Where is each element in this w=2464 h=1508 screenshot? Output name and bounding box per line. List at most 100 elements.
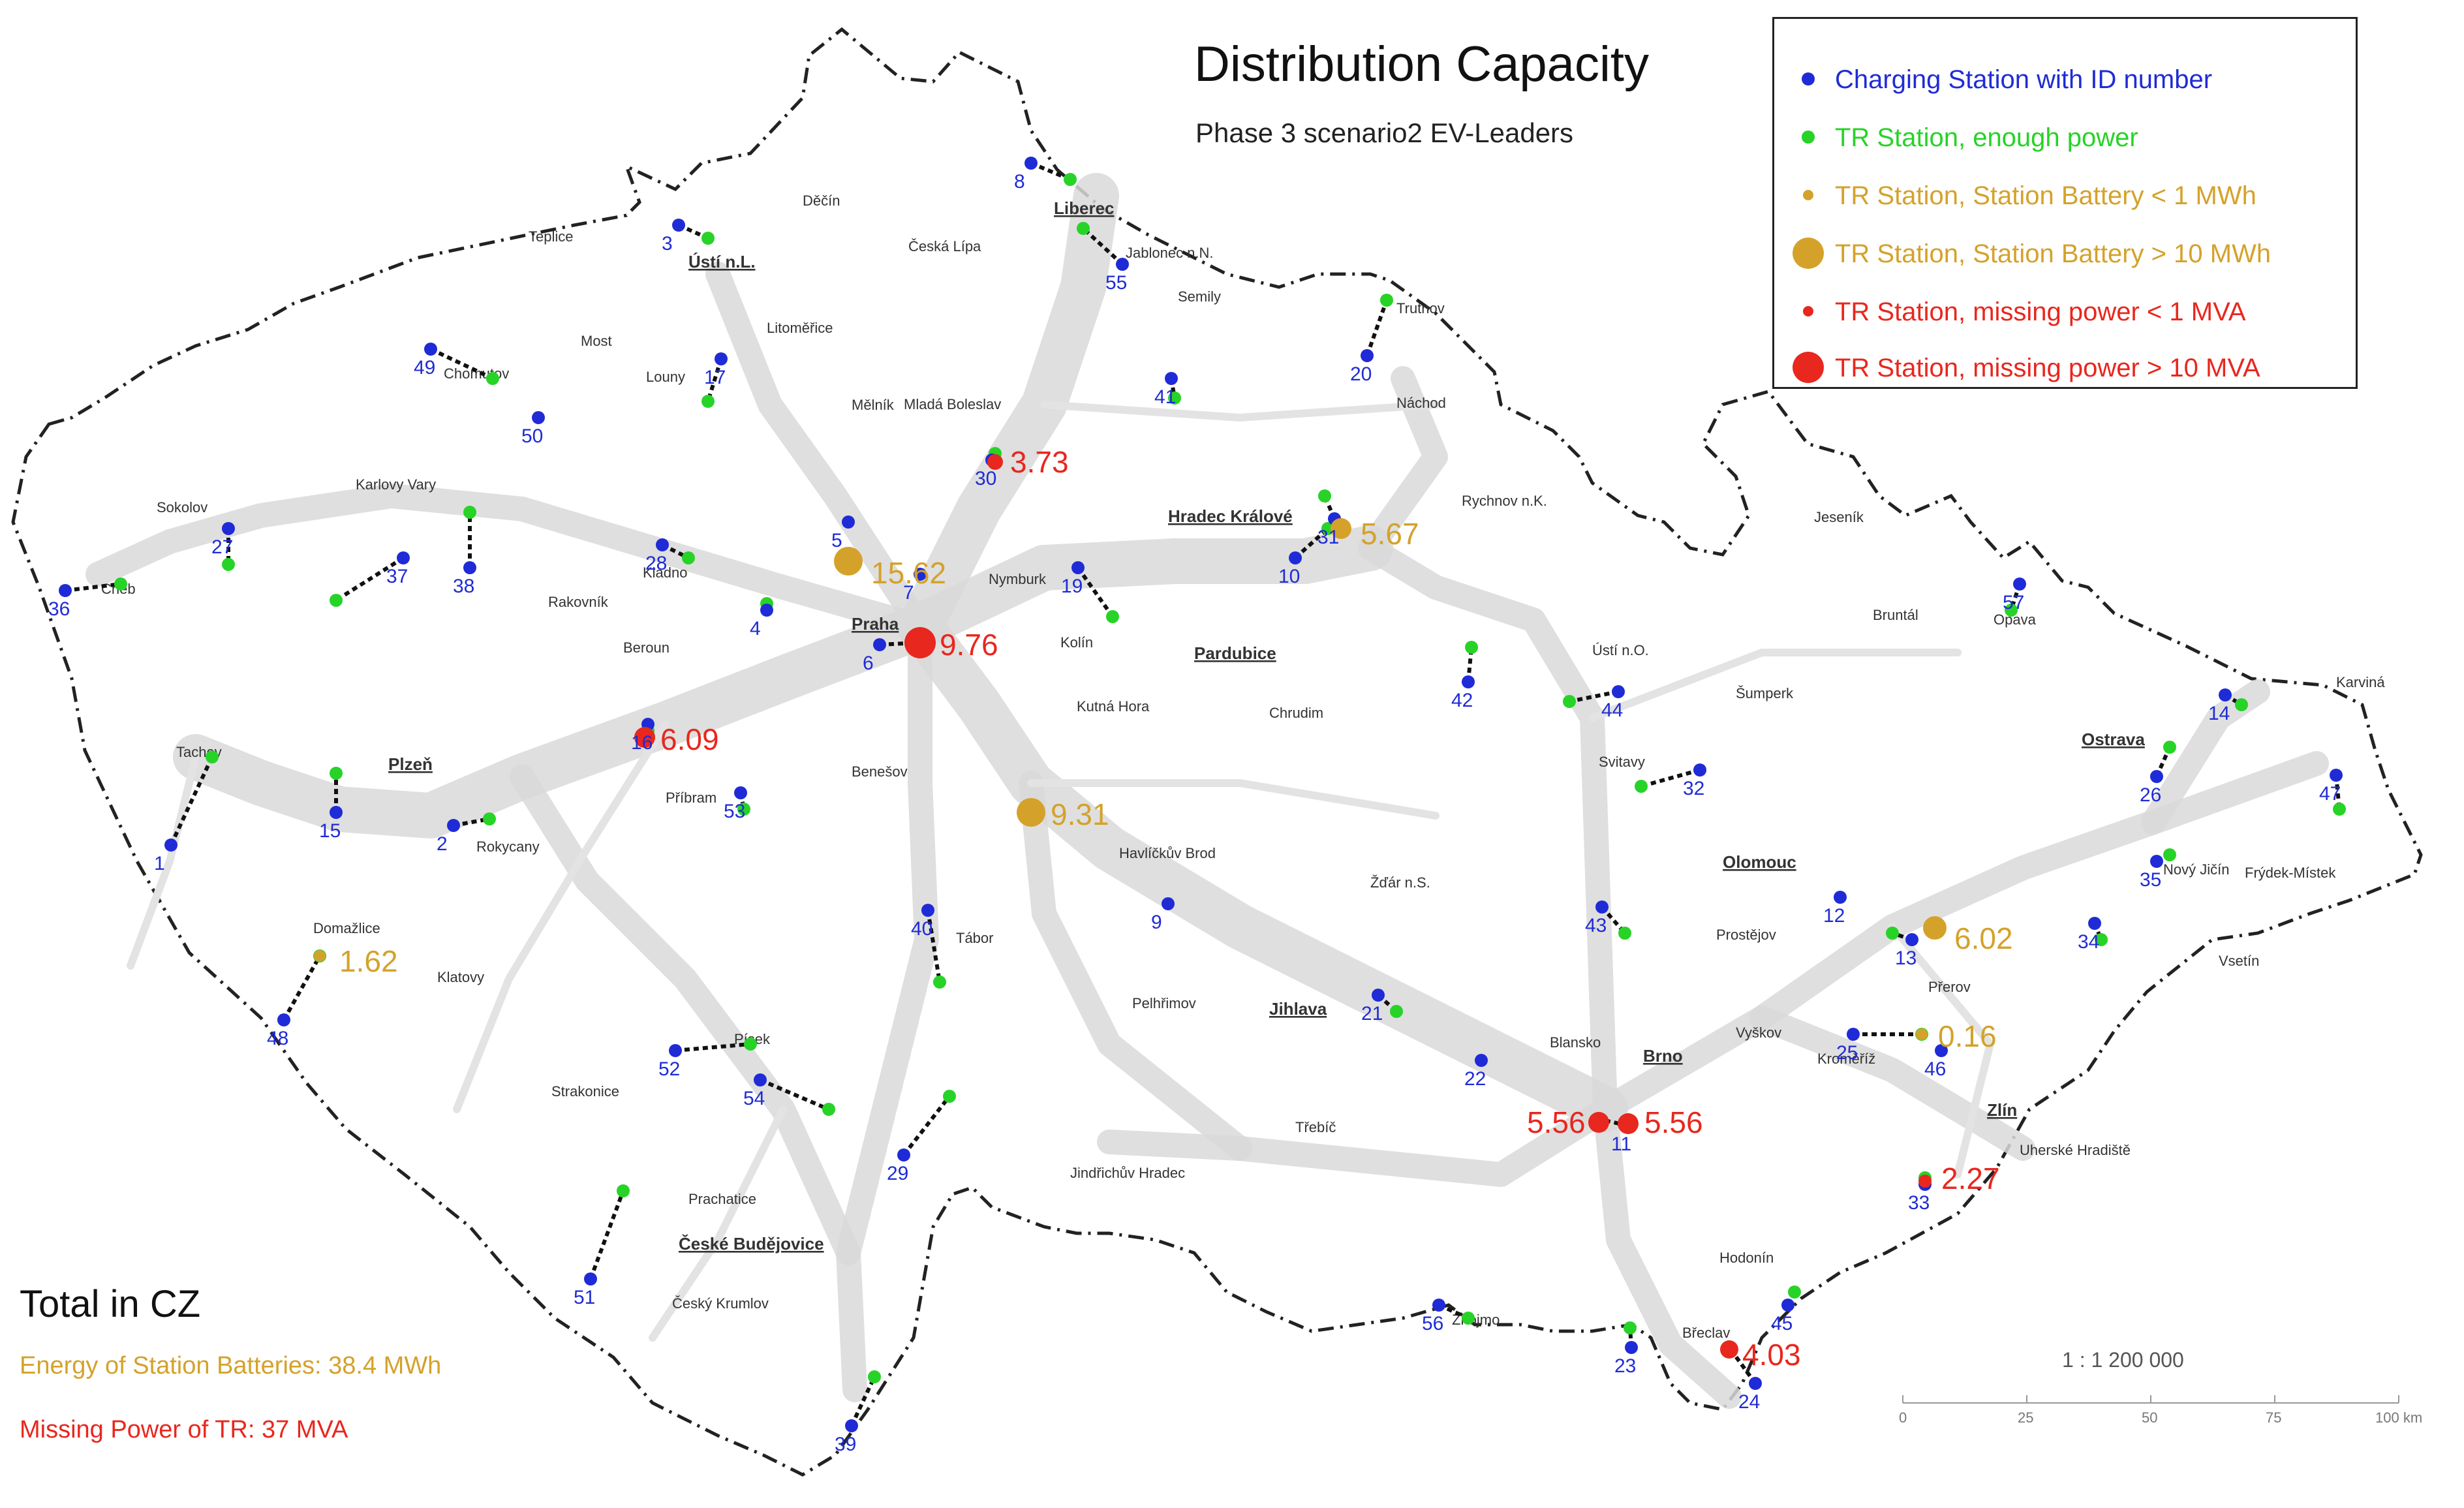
charging-station-marker[interactable] — [1116, 258, 1129, 271]
legend-label: TR Station, missing power > 10 MVA — [1835, 354, 2260, 382]
charging-station-marker[interactable] — [1372, 989, 1385, 1002]
charging-station-marker[interactable] — [1612, 685, 1625, 698]
charging-station-marker[interactable] — [59, 584, 72, 597]
road-corridor — [510, 764, 861, 1265]
charging-station-marker[interactable] — [914, 568, 927, 581]
charging-station-marker[interactable] — [2330, 769, 2343, 782]
charging-station-marker[interactable] — [1071, 561, 1085, 574]
charging-station-marker[interactable] — [447, 819, 460, 832]
tr-station-marker — [2163, 848, 2176, 861]
charging-station-marker[interactable] — [734, 786, 747, 799]
legend-item-missing-small: TR Station, missing power < 1 MVA — [1774, 289, 2356, 335]
scale-tick: 100 km — [2375, 1409, 2423, 1426]
missing-power-tr-marker[interactable] — [904, 627, 936, 658]
charging-station-marker[interactable] — [1361, 349, 1374, 362]
charging-station-marker[interactable] — [897, 1148, 910, 1162]
charging-station-marker[interactable] — [277, 1013, 290, 1026]
charging-station-id: 24 — [1738, 1391, 1760, 1413]
station-labels: 1234567891011121314151617192021222324252… — [48, 171, 2341, 1455]
charging-station-id: 53 — [724, 801, 745, 822]
charging-station-marker[interactable] — [330, 806, 343, 819]
city-label: Pelhřimov — [1132, 995, 1196, 1011]
charging-station-marker[interactable] — [845, 1419, 858, 1432]
tr-station-marker — [744, 1038, 757, 1051]
tr-value-label: 15.62 — [871, 556, 946, 590]
charging-station-marker[interactable] — [424, 343, 437, 356]
border-line — [11, 27, 2423, 1477]
charging-station-marker[interactable] — [1595, 900, 1609, 914]
battery-tr-marker[interactable] — [834, 547, 863, 576]
city-label: Havlíčkův Brod — [1119, 845, 1216, 861]
charging-station-marker[interactable] — [164, 839, 177, 852]
tr-station-marker — [943, 1090, 956, 1103]
tr-station-marker — [206, 750, 219, 763]
charging-station-marker[interactable] — [463, 561, 476, 574]
charging-station-marker[interactable] — [715, 352, 728, 365]
charging-station-marker[interactable] — [669, 1044, 682, 1057]
city-label: Hodonín — [1719, 1250, 1774, 1266]
charging-station-marker[interactable] — [584, 1272, 597, 1285]
charging-station-marker[interactable] — [532, 411, 545, 424]
charging-station-marker[interactable] — [1693, 763, 1706, 777]
charging-station-marker[interactable] — [2013, 577, 2026, 591]
charging-station-marker[interactable] — [1475, 1054, 1488, 1067]
missing-power-tr-marker[interactable] — [987, 454, 1003, 470]
battery-tr-marker[interactable] — [1916, 1028, 1928, 1040]
charging-station-marker[interactable] — [873, 638, 886, 651]
charging-station-marker[interactable] — [1935, 1044, 1948, 1057]
charging-station-marker[interactable] — [2088, 917, 2101, 930]
tr-value-label: 6.09 — [660, 722, 719, 756]
city-label: Přerov — [1928, 979, 1971, 995]
charging-station-marker[interactable] — [2150, 855, 2163, 868]
missing-power-tr-marker[interactable] — [1618, 1113, 1639, 1134]
charging-station-marker[interactable] — [1432, 1299, 1445, 1312]
battery-tr-marker[interactable] — [1017, 798, 1045, 827]
legend-label: TR Station, missing power < 1 MVA — [1835, 298, 2246, 326]
charging-station-marker[interactable] — [1781, 1299, 1794, 1312]
battery-tr-marker[interactable] — [314, 950, 326, 962]
charging-station-marker[interactable] — [397, 551, 410, 564]
missing-power-tr-marker[interactable] — [1720, 1340, 1738, 1359]
charging-station-marker[interactable] — [842, 515, 855, 529]
charging-station-marker[interactable] — [1024, 157, 1038, 170]
charging-station-id: 23 — [1614, 1355, 1636, 1377]
charging-station-id: 29 — [887, 1163, 908, 1184]
charging-station-marker[interactable] — [1625, 1341, 1638, 1354]
charging-station-marker[interactable] — [222, 522, 235, 535]
minor-road — [1040, 401, 1440, 422]
charging-station-marker[interactable] — [1847, 1028, 1860, 1041]
city-label: Strakonice — [551, 1083, 619, 1100]
scale-tick: 75 — [2266, 1409, 2282, 1426]
tr-station-marker — [1168, 392, 1181, 405]
city-label: Chrudim — [1269, 705, 1323, 721]
tr-station-marker — [2005, 604, 2018, 617]
missing-power-tr-marker[interactable] — [1918, 1175, 1932, 1188]
charging-station-marker[interactable] — [2150, 770, 2163, 783]
tr-station-marker — [1077, 222, 1090, 235]
charging-station-marker[interactable] — [2219, 688, 2232, 701]
station-markers — [59, 157, 2346, 1432]
city-label: Šumperk — [1736, 685, 1794, 701]
tr-station-marker — [701, 232, 715, 245]
charging-station-marker[interactable] — [921, 904, 934, 917]
missing-power-tr-marker[interactable] — [634, 727, 655, 748]
road-corridor — [705, 262, 932, 639]
charging-station-marker[interactable] — [1834, 891, 1847, 904]
charging-station-marker[interactable] — [1289, 551, 1302, 564]
battery-tr-marker[interactable] — [1923, 916, 1947, 940]
missing-power-tr-marker[interactable] — [1588, 1112, 1609, 1133]
charging-station-marker[interactable] — [1165, 372, 1178, 385]
charging-station-marker[interactable] — [754, 1073, 767, 1086]
station-link — [169, 756, 214, 846]
charging-station-marker[interactable] — [1905, 933, 1918, 946]
charging-station-marker[interactable] — [656, 538, 669, 551]
city-label: Benešov — [852, 763, 908, 780]
charging-station-marker[interactable] — [1162, 897, 1175, 910]
charging-station-marker[interactable] — [1462, 675, 1475, 688]
tr-station-marker — [1618, 927, 1631, 940]
charging-station-marker[interactable] — [760, 604, 773, 617]
charging-station-marker[interactable] — [1749, 1377, 1762, 1390]
battery-tr-marker[interactable] — [1331, 518, 1351, 539]
charging-station-marker[interactable] — [672, 219, 685, 232]
city-label: Teplice — [529, 228, 573, 245]
